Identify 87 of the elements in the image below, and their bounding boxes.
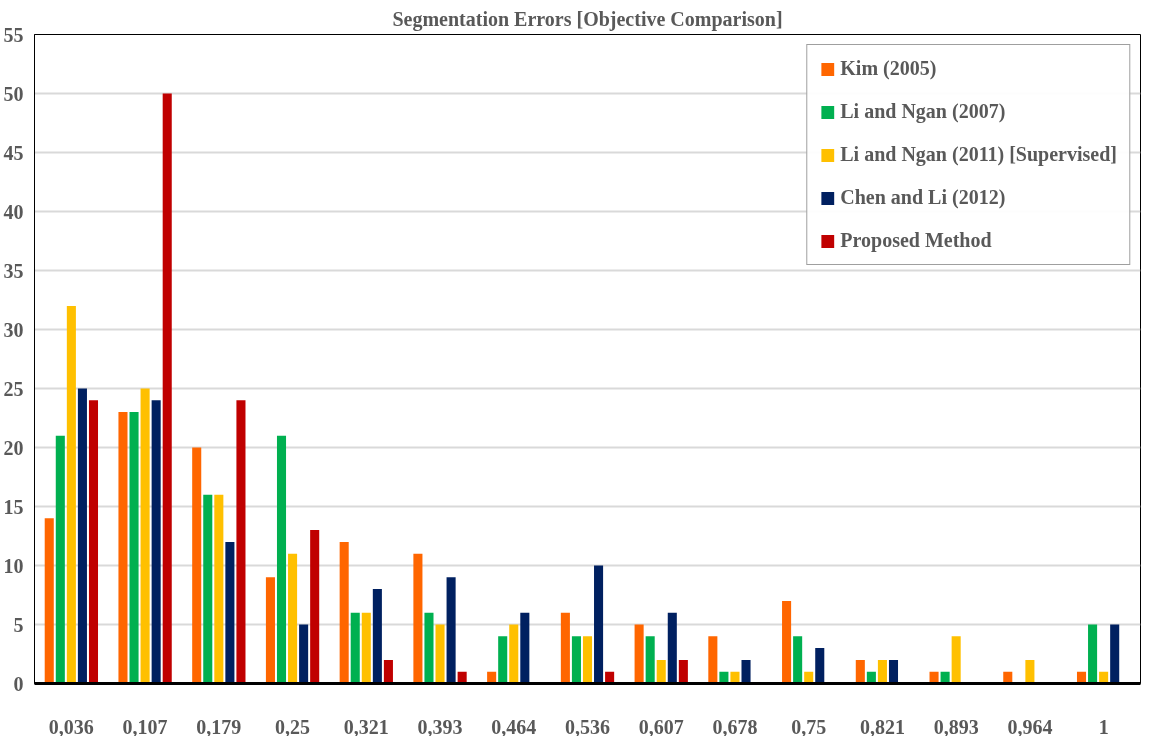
bar — [339, 541, 349, 684]
bar — [741, 659, 751, 684]
y-tick-label: 30 — [3, 318, 24, 341]
bar — [55, 435, 65, 684]
bar — [66, 305, 76, 684]
bar — [656, 659, 666, 684]
bar — [560, 612, 570, 684]
bar — [265, 577, 275, 684]
x-tick-label: 0,25 — [275, 715, 311, 738]
y-tick-label: 45 — [3, 141, 24, 164]
bar — [424, 612, 434, 684]
bar — [815, 648, 825, 684]
x-tick-label: 0,75 — [791, 715, 827, 738]
bar — [1110, 624, 1120, 684]
bar — [413, 553, 423, 684]
bar — [582, 636, 593, 684]
bar — [951, 636, 961, 684]
x-tick-label: 0,893 — [933, 715, 979, 738]
x-tick-label: 0,607 — [638, 715, 684, 738]
bar — [118, 412, 128, 684]
x-tick-label: 0,964 — [1007, 715, 1053, 738]
bar — [571, 636, 581, 684]
bar — [877, 659, 887, 684]
x-tick-label: 0,678 — [712, 715, 758, 738]
bar — [214, 494, 224, 684]
bar — [645, 636, 655, 684]
bar — [310, 530, 320, 684]
bar — [678, 659, 688, 684]
y-tick-label: 25 — [3, 377, 24, 400]
bar — [88, 400, 99, 684]
bar — [361, 612, 371, 684]
legend-label: Li and Ngan (2011) [Supervised] — [840, 143, 1117, 166]
bar — [855, 659, 865, 684]
x-tick-label: 0,464 — [491, 715, 537, 738]
bar — [129, 412, 139, 684]
bar — [1088, 624, 1098, 684]
bar — [435, 624, 445, 684]
bar — [520, 612, 530, 684]
bar — [77, 388, 87, 684]
bar — [151, 400, 161, 684]
bar — [708, 636, 718, 684]
y-tick-label: 15 — [3, 495, 24, 518]
bar — [192, 447, 202, 684]
legend-label: Proposed Method — [840, 229, 992, 252]
x-tick-label: 0,036 — [48, 715, 94, 738]
bar — [162, 93, 172, 684]
bar — [509, 624, 519, 684]
chart-title: Segmentation Errors [Objective Comparison] — [392, 7, 783, 31]
x-tick-label: 0,179 — [196, 715, 242, 738]
bar — [44, 518, 54, 684]
bar — [288, 553, 298, 684]
x-tick-label: 0,393 — [417, 715, 463, 738]
y-tick-label: 10 — [3, 554, 24, 577]
bar — [667, 612, 677, 684]
legend-label: Kim (2005) — [840, 57, 937, 80]
y-tick-label: 0 — [13, 672, 24, 695]
bar — [782, 600, 792, 684]
y-tick-label: 5 — [13, 613, 24, 636]
bar — [383, 659, 393, 684]
y-tick-label: 50 — [3, 82, 24, 105]
y-tick-label: 35 — [3, 259, 24, 282]
y-tick-label: 20 — [3, 436, 24, 459]
bar — [225, 541, 235, 684]
bar — [299, 624, 309, 684]
x-tick-label: 0,821 — [859, 715, 905, 738]
bar — [793, 636, 803, 684]
x-tick-label: 0,321 — [343, 715, 389, 738]
bar — [350, 612, 360, 684]
bar — [634, 624, 644, 684]
bar — [276, 435, 287, 684]
bar — [498, 636, 508, 684]
bar — [446, 577, 456, 684]
x-tick-label: 0,107 — [122, 715, 168, 738]
legend-label: Li and Ngan (2007) — [840, 100, 1006, 123]
bar — [372, 589, 382, 684]
bar — [594, 565, 604, 684]
y-tick-label: 55 — [3, 23, 24, 46]
bar — [140, 388, 150, 684]
y-tick-label: 40 — [3, 200, 24, 223]
legend-label: Chen and Li (2012) — [840, 186, 1006, 209]
bar — [203, 494, 213, 684]
x-tick-label: 0,536 — [565, 715, 610, 738]
bar — [888, 659, 899, 684]
bar — [1025, 659, 1035, 684]
bar — [236, 400, 246, 684]
bar — [730, 671, 740, 684]
x-tick-label: 1 — [1098, 715, 1109, 738]
